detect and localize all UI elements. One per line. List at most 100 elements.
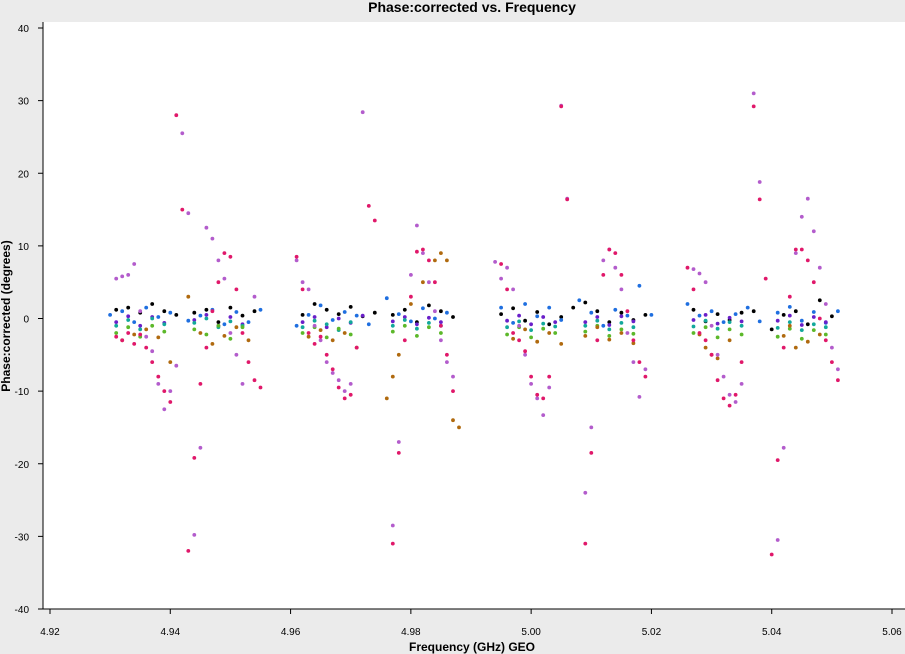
- data-point: [817, 298, 822, 303]
- data-point: [685, 302, 690, 306]
- data-point: [150, 316, 155, 321]
- data-point: [529, 335, 533, 340]
- data-point: [433, 280, 437, 285]
- data-point: [439, 338, 443, 343]
- data-point: [156, 382, 161, 386]
- data-point: [733, 392, 738, 397]
- data-point: [583, 320, 588, 324]
- data-point: [174, 113, 179, 118]
- data-point: [505, 332, 509, 337]
- data-point: [781, 313, 786, 317]
- data-point: [228, 315, 233, 319]
- data-point: [390, 523, 395, 528]
- data-point: [775, 334, 780, 339]
- data-point: [787, 294, 792, 299]
- data-point: [198, 445, 203, 450]
- data-point: [192, 533, 197, 537]
- data-point: [186, 318, 191, 323]
- data-point: [114, 334, 119, 339]
- data-point: [439, 251, 443, 256]
- data-point: [324, 352, 329, 357]
- data-point: [433, 309, 437, 314]
- data-point: [583, 300, 588, 305]
- data-point: [204, 225, 209, 230]
- data-point: [216, 320, 221, 324]
- data-point: [691, 331, 696, 335]
- data-point: [721, 396, 726, 401]
- data-point: [318, 328, 323, 332]
- data-point: [553, 324, 558, 329]
- data-point: [234, 325, 239, 330]
- data-point: [793, 247, 798, 252]
- data-point: [342, 331, 347, 335]
- data-point: [198, 313, 203, 318]
- data-point: [246, 360, 251, 364]
- data-point: [715, 335, 720, 340]
- data-point: [300, 287, 305, 292]
- data-point: [703, 338, 708, 343]
- data-point: [240, 382, 245, 386]
- data-point: [757, 319, 762, 324]
- data-point: [775, 326, 780, 330]
- data-point: [210, 236, 215, 241]
- data-point: [751, 104, 756, 109]
- y-tick-label: -30: [15, 532, 30, 543]
- data-point: [751, 91, 756, 96]
- data-point: [402, 307, 407, 312]
- data-point: [312, 318, 317, 323]
- data-point: [619, 327, 624, 332]
- data-point: [204, 313, 209, 317]
- data-point: [216, 258, 221, 263]
- data-point: [396, 451, 401, 455]
- data-point: [830, 345, 834, 350]
- data-point: [366, 204, 371, 208]
- data-point: [535, 310, 540, 314]
- y-tick-label: -10: [15, 387, 30, 398]
- data-point: [451, 374, 455, 379]
- data-point: [595, 315, 600, 319]
- data-point: [132, 342, 137, 346]
- data-point: [775, 310, 780, 315]
- data-point: [619, 273, 624, 277]
- data-point: [709, 352, 714, 357]
- data-point: [727, 403, 732, 408]
- y-tick-label: -40: [15, 605, 30, 616]
- data-point: [427, 258, 431, 263]
- data-point: [757, 180, 762, 184]
- data-point: [252, 309, 257, 314]
- data-point: [799, 328, 804, 332]
- data-point: [619, 321, 624, 325]
- data-point: [312, 315, 317, 319]
- data-point: [607, 247, 612, 252]
- data-point: [811, 310, 816, 314]
- data-point: [300, 325, 305, 330]
- data-point: [150, 302, 155, 306]
- data-point: [144, 305, 149, 310]
- data-point: [811, 280, 816, 285]
- y-tick-label: 30: [18, 97, 30, 108]
- data-point: [294, 258, 299, 263]
- data-point: [210, 342, 215, 346]
- data-point: [222, 276, 227, 281]
- data-point: [252, 378, 257, 383]
- data-point: [372, 310, 377, 315]
- data-point: [396, 352, 401, 357]
- data-point: [210, 309, 215, 314]
- data-point: [306, 331, 311, 335]
- data-point: [156, 335, 161, 340]
- data-point: [258, 307, 263, 312]
- data-point: [324, 325, 329, 330]
- data-point: [637, 395, 642, 399]
- x-tick-label: 5.06: [882, 627, 902, 638]
- data-point: [811, 229, 816, 234]
- data-point: [583, 334, 588, 338]
- data-point: [168, 389, 173, 393]
- data-point: [811, 315, 816, 319]
- data-point: [787, 323, 792, 328]
- data-point: [559, 104, 564, 109]
- data-point: [793, 309, 798, 314]
- data-point: [553, 331, 558, 335]
- data-point: [607, 337, 612, 342]
- x-tick-label: 4.92: [40, 627, 60, 638]
- data-point: [823, 320, 828, 324]
